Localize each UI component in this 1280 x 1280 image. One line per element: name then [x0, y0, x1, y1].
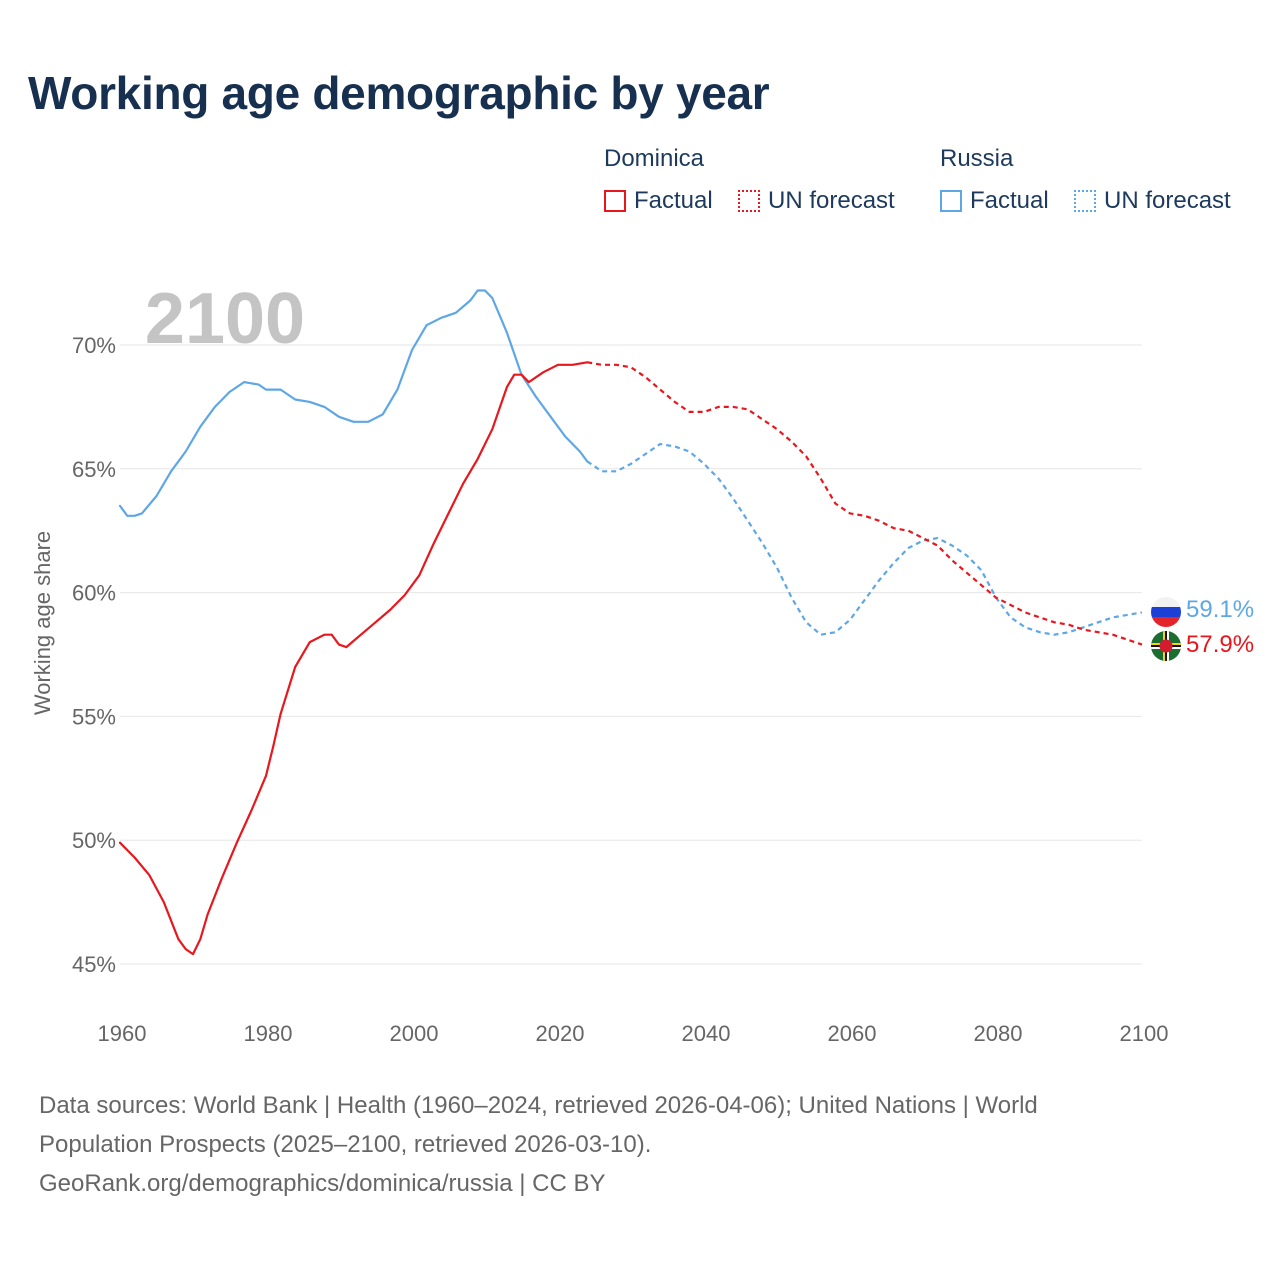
legend-item-label: UN forecast — [768, 187, 895, 214]
y-axis-label: Working age share — [30, 531, 55, 715]
dominica-end-value: 57.9% — [1186, 631, 1254, 658]
y-tick-label: 65% — [72, 457, 116, 482]
line-chart: 45% 50% 55% 60% 65% 70% 1960 1980 2000 2020 2040 2… — [30, 279, 1254, 1046]
x-tick-label: 2040 — [682, 1021, 731, 1046]
sources-line: Population Prospects (2025–2100, retriev… — [39, 1131, 652, 1158]
legend-swatch-solid — [604, 190, 626, 212]
y-tick-label: 55% — [72, 704, 116, 729]
y-tick-label: 45% — [72, 952, 116, 977]
russia-flag-icon — [1151, 597, 1181, 627]
x-tick-label: 2020 — [536, 1021, 585, 1046]
year-watermark: 2100 — [145, 279, 305, 359]
sources-link[interactable]: GeoRank.org/demographics/dominica/russia… — [39, 1170, 606, 1197]
y-tick-label: 50% — [72, 828, 116, 853]
russia-factual-line — [118, 289, 589, 517]
sources-line: Data sources: World Bank | Health (1960–… — [39, 1092, 1038, 1119]
dominica-flag-icon — [1151, 631, 1181, 661]
legend-item-dominica-factual[interactable]: Factual — [604, 187, 713, 215]
legend-swatch-solid — [940, 190, 962, 212]
legend-item-russia-forecast[interactable]: UN forecast — [1074, 187, 1231, 215]
data-sources: Data sources: World Bank | Health (1960–… — [39, 1086, 1219, 1203]
y-tick-label: 60% — [72, 581, 116, 606]
x-tick-label: 2000 — [390, 1021, 439, 1046]
legend-group-dominica: Dominica Factual UN forecast — [604, 145, 924, 225]
legend-swatch-dotted — [738, 190, 760, 212]
legend-item-dominica-forecast[interactable]: UN forecast — [738, 187, 895, 215]
y-tick-label: 70% — [72, 333, 116, 358]
legend-swatch-dotted — [1074, 190, 1096, 212]
dominica-factual-line — [118, 361, 589, 956]
legend-item-label: Factual — [634, 187, 713, 214]
x-tick-label: 2060 — [828, 1021, 877, 1046]
x-tick-label: 2080 — [974, 1021, 1023, 1046]
legend-item-label: UN forecast — [1104, 187, 1231, 214]
legend-group-name: Dominica — [604, 145, 705, 172]
x-tick-label: 1980 — [244, 1021, 293, 1046]
russia-forecast-line — [586, 442, 1143, 636]
chart-title: Working age demographic by year — [28, 67, 770, 119]
legend-group-name: Russia — [940, 145, 1014, 172]
legend-item-label: Factual — [970, 187, 1049, 214]
dominica-forecast-line — [587, 361, 1143, 646]
x-tick-label: 2100 — [1120, 1021, 1169, 1046]
x-tick-label: 1960 — [98, 1021, 147, 1046]
legend-item-russia-factual[interactable]: Factual — [940, 187, 1049, 215]
russia-end-value: 59.1% — [1186, 596, 1254, 623]
legend-group-russia: Russia Factual UN forecast — [940, 145, 1260, 225]
